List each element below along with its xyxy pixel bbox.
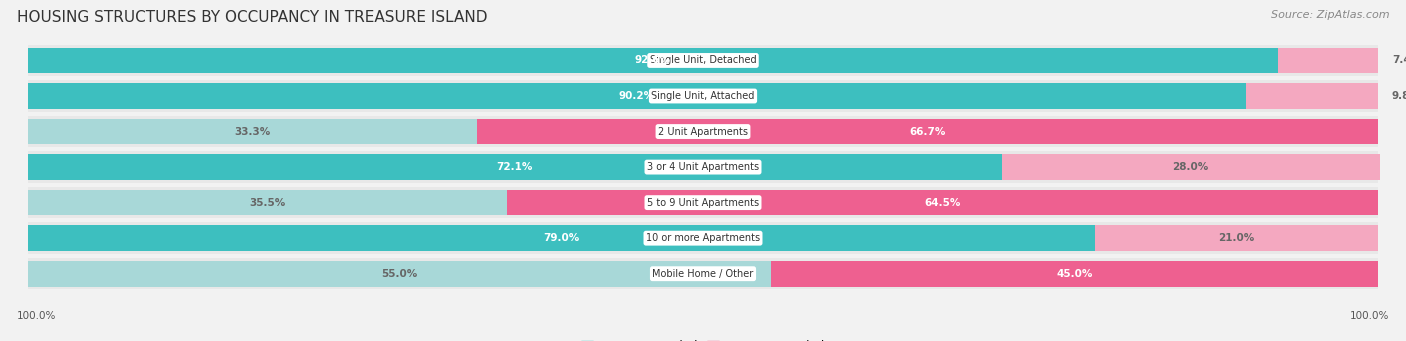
Text: Single Unit, Attached: Single Unit, Attached <box>651 91 755 101</box>
Text: 79.0%: 79.0% <box>543 233 579 243</box>
Bar <box>28 256 1378 292</box>
Text: Source: ZipAtlas.com: Source: ZipAtlas.com <box>1271 10 1389 20</box>
Text: 7.4%: 7.4% <box>1392 56 1406 65</box>
Bar <box>1001 154 1379 180</box>
Bar <box>28 78 1378 114</box>
Bar <box>28 83 1246 109</box>
Text: 66.7%: 66.7% <box>910 127 946 136</box>
Text: 21.0%: 21.0% <box>1219 233 1254 243</box>
Bar <box>28 190 508 216</box>
Text: 28.0%: 28.0% <box>1173 162 1209 172</box>
Text: 100.0%: 100.0% <box>17 311 56 321</box>
Text: 35.5%: 35.5% <box>249 198 285 208</box>
Text: 33.3%: 33.3% <box>235 127 270 136</box>
Bar <box>1095 225 1378 251</box>
Text: 45.0%: 45.0% <box>1056 269 1092 279</box>
Bar <box>28 149 1378 185</box>
Text: HOUSING STRUCTURES BY OCCUPANCY IN TREASURE ISLAND: HOUSING STRUCTURES BY OCCUPANCY IN TREAS… <box>17 10 488 25</box>
Text: 64.5%: 64.5% <box>925 198 960 208</box>
Bar <box>28 185 1378 220</box>
Text: 90.2%: 90.2% <box>619 91 655 101</box>
Text: 2 Unit Apartments: 2 Unit Apartments <box>658 127 748 136</box>
Bar <box>28 119 478 144</box>
Bar <box>28 220 1378 256</box>
Text: 72.1%: 72.1% <box>496 162 533 172</box>
Bar <box>770 261 1378 286</box>
Bar <box>1278 48 1378 73</box>
Text: 10 or more Apartments: 10 or more Apartments <box>645 233 761 243</box>
Text: 55.0%: 55.0% <box>381 269 418 279</box>
Bar <box>1246 83 1378 109</box>
Text: Single Unit, Detached: Single Unit, Detached <box>650 56 756 65</box>
Text: 5 to 9 Unit Apartments: 5 to 9 Unit Apartments <box>647 198 759 208</box>
Text: 92.6%: 92.6% <box>636 56 671 65</box>
Text: 100.0%: 100.0% <box>1350 311 1389 321</box>
Bar <box>28 154 1001 180</box>
Bar <box>28 48 1278 73</box>
Bar <box>28 225 1095 251</box>
Bar <box>28 261 770 286</box>
Bar <box>28 114 1378 149</box>
Bar <box>28 43 1378 78</box>
Bar <box>508 190 1378 216</box>
Bar <box>478 119 1378 144</box>
Legend: Owner-occupied, Renter-occupied: Owner-occupied, Renter-occupied <box>576 336 830 341</box>
Text: 9.8%: 9.8% <box>1392 91 1406 101</box>
Text: Mobile Home / Other: Mobile Home / Other <box>652 269 754 279</box>
Text: 3 or 4 Unit Apartments: 3 or 4 Unit Apartments <box>647 162 759 172</box>
